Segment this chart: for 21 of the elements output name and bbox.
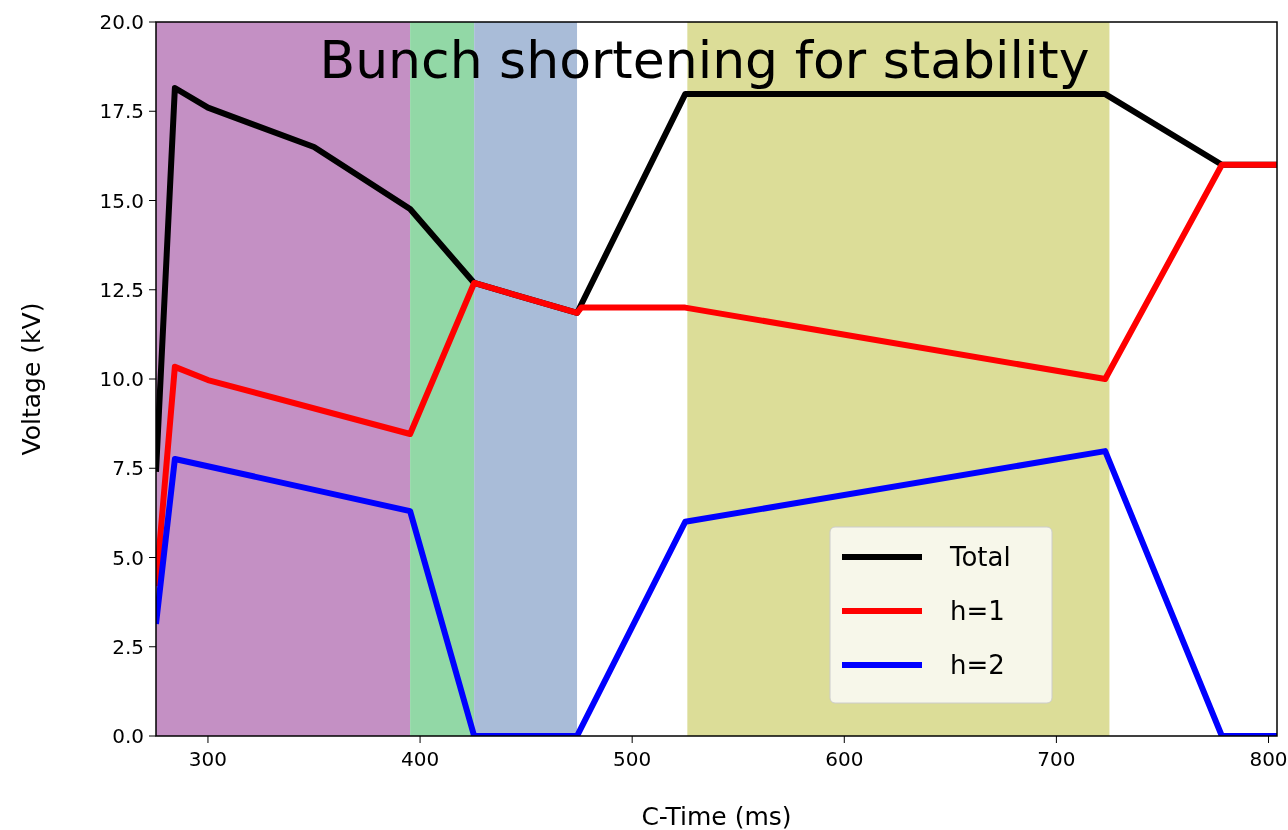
y-tick-label: 20.0	[99, 10, 144, 34]
y-tick-label: 15.0	[99, 188, 144, 213]
x-tick-label: 500	[613, 747, 652, 771]
y-axis-title: Voltage (kV)	[17, 302, 46, 456]
y-tick-label: 2.5	[112, 634, 144, 659]
y-tick-label: 10.0	[99, 367, 144, 391]
y-tick-label: 12.5	[99, 277, 144, 302]
x-tick-label: 800	[1249, 747, 1288, 771]
y-tick-label: 17.5	[99, 99, 144, 124]
x-tick-label: 600	[825, 747, 864, 771]
x-tick-label: 400	[400, 747, 440, 771]
legend-label: h=1	[950, 596, 1005, 627]
y-tick-label: 5.0	[112, 545, 144, 570]
y-tick-label: 7.5	[112, 456, 144, 481]
chart-title: Bunch shortening for stability	[319, 30, 1090, 90]
legend-label: Total	[949, 542, 1011, 573]
y-tick-label: 0.0	[112, 724, 144, 748]
x-tick-label: 300	[188, 747, 228, 771]
x-axis-title: C-Time (ms)	[641, 802, 792, 830]
legend-label: h=2	[950, 650, 1005, 681]
x-tick-label: 700	[1037, 747, 1076, 771]
